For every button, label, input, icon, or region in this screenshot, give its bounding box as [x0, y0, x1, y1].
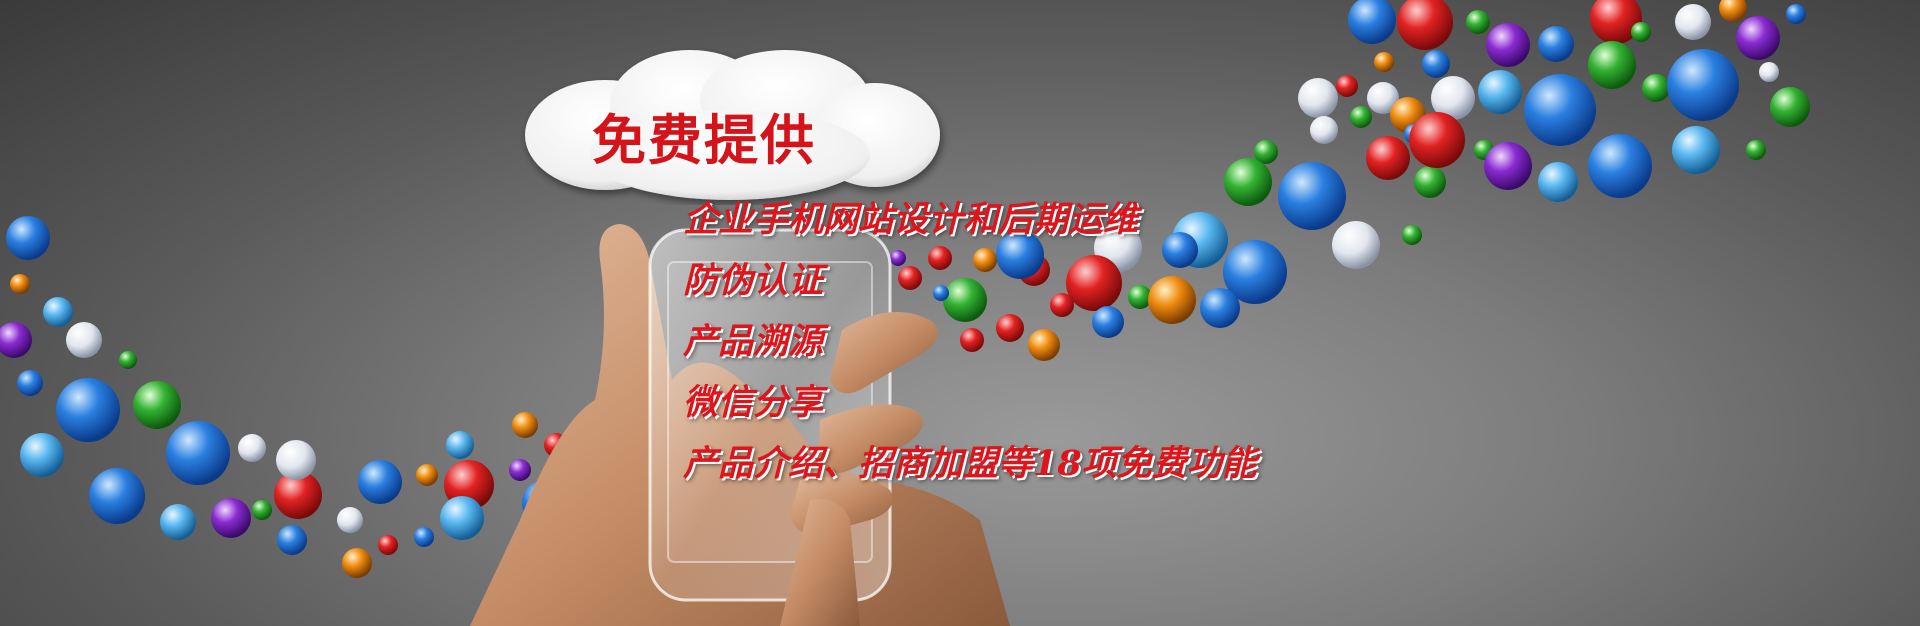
feature-item: 企业手机网站设计和后期运维 [683, 199, 1139, 240]
feature-item: 产品溯源 [683, 321, 824, 362]
cloud-shape [525, 50, 940, 200]
right-icon-cluster [890, 0, 1810, 361]
feature-item: 微信分享 [683, 382, 824, 423]
feature-item: 防伪认证 [683, 260, 824, 301]
hand-with-phone [470, 224, 1010, 626]
feature-item: 产品介绍、招商加盟等18项免费功能 [683, 443, 1257, 484]
left-icon-cluster [0, 216, 568, 578]
headline: 免费提供 [592, 109, 816, 172]
feature-list: 企业手机网站设计和后期运维 防伪认证 产品溯源 微信分享 产品介绍、招商加盟等1… [683, 196, 1257, 501]
